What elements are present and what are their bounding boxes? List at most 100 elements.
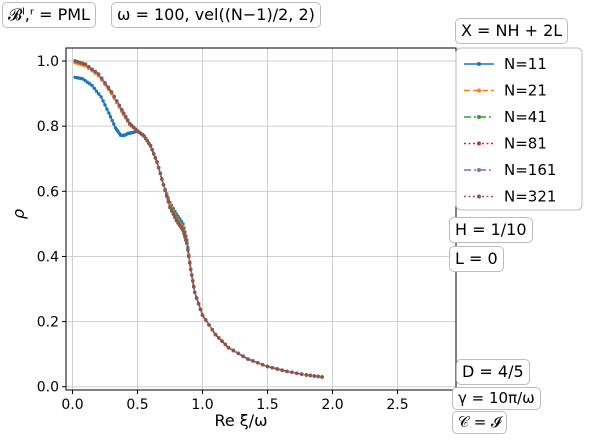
data-point (173, 215, 177, 220)
series-n-21 (73, 61, 324, 379)
gamma-annotation: γ = 10π/ω (452, 387, 541, 410)
data-point (155, 160, 159, 164)
data-point (178, 223, 182, 228)
legend-item: N=321 (464, 188, 556, 206)
series-line (74, 60, 323, 378)
y-tick-label: 1.0 (37, 54, 59, 70)
data-point (90, 83, 94, 88)
x-annotation: X = NH + 2L (455, 18, 569, 44)
data-point (204, 318, 208, 322)
data-point (308, 373, 313, 378)
legend-item: N=41 (464, 108, 547, 126)
data-point (185, 241, 189, 246)
data-point (246, 357, 250, 361)
series-line (74, 76, 323, 378)
data-point (285, 369, 289, 374)
legend-marker (477, 62, 481, 66)
data-point (96, 72, 101, 76)
legend-item: N=21 (464, 82, 547, 100)
data-point (275, 367, 279, 371)
legend-label: N=21 (504, 82, 547, 100)
data-point (198, 307, 203, 312)
data-point (109, 90, 114, 94)
data-point (165, 194, 169, 198)
x-tick-label: 2.5 (386, 397, 408, 413)
data-point (148, 144, 153, 148)
data-point (105, 107, 109, 111)
data-point (150, 148, 154, 152)
series-n-321 (73, 59, 324, 379)
data-point (260, 363, 265, 367)
data-point (112, 122, 116, 126)
data-point (194, 296, 199, 300)
data-point (92, 86, 97, 91)
data-point (295, 371, 299, 375)
data-point (193, 290, 197, 294)
legend-marker (477, 115, 481, 119)
data-point (192, 284, 196, 289)
data-point (120, 108, 124, 112)
data-point (213, 332, 218, 337)
data-point (147, 141, 151, 145)
data-point (184, 238, 188, 242)
x-tick-label: 1.0 (191, 397, 213, 413)
data-point (99, 95, 103, 99)
legend-label: N=161 (504, 161, 556, 179)
data-point (107, 111, 111, 115)
data-point (73, 59, 77, 63)
data-point (299, 372, 304, 376)
legend-label: N=81 (504, 135, 547, 153)
series-n-11 (73, 75, 324, 379)
ticks: 0.0 0.5 1.0 1.5 2.0 2.5 0.0 0.2 0.4 0.6 0.8 1.0 (37, 54, 409, 413)
data-point (231, 348, 236, 353)
bc-annotation: 𝓑ˡ,ʳ = PML (2, 2, 96, 28)
y-axis-label: ρ (9, 209, 28, 219)
data-point (103, 81, 107, 85)
x-axis-label: Re ξ/ω (214, 411, 267, 430)
data-point (163, 188, 167, 193)
legend-marker (477, 168, 481, 172)
data-point (158, 171, 162, 176)
data-point (160, 177, 164, 181)
data-point (226, 346, 231, 350)
data-point (83, 62, 88, 66)
data-point (168, 205, 172, 210)
data-point (270, 366, 275, 370)
series-layer (73, 59, 324, 379)
data-point (256, 361, 260, 365)
data-point (182, 232, 186, 236)
data-point (174, 218, 179, 223)
data-point (124, 115, 128, 119)
legend-marker (477, 194, 481, 199)
l-annotation: L = 0 (449, 246, 504, 272)
data-point (183, 235, 187, 239)
data-point (265, 364, 270, 369)
data-point (93, 69, 98, 74)
data-point (169, 209, 174, 213)
series-line (74, 60, 323, 378)
x-tick-label: 1.5 (256, 397, 278, 413)
legend-marker (477, 141, 481, 146)
data-point (153, 156, 158, 160)
data-point (191, 279, 195, 283)
data-point (312, 374, 316, 378)
data-point (112, 94, 116, 99)
y-tick-label: 0.2 (37, 315, 59, 331)
legend-item: N=11 (464, 55, 547, 73)
data-point (181, 228, 185, 233)
series-line (74, 61, 323, 378)
y-tick-label: 0.6 (37, 184, 59, 200)
series-n-161 (73, 59, 324, 379)
data-point (189, 267, 193, 272)
data-point (106, 85, 111, 90)
data-point (115, 99, 119, 103)
omega-annotation: ω = 100, vel((N−1)/2, 2) (111, 2, 321, 28)
data-point (171, 212, 175, 216)
data-point (280, 368, 284, 372)
data-point (251, 359, 255, 363)
data-point (190, 273, 194, 277)
data-point (110, 118, 114, 123)
data-point (78, 61, 83, 65)
x-tick-label: 2.0 (321, 397, 343, 413)
